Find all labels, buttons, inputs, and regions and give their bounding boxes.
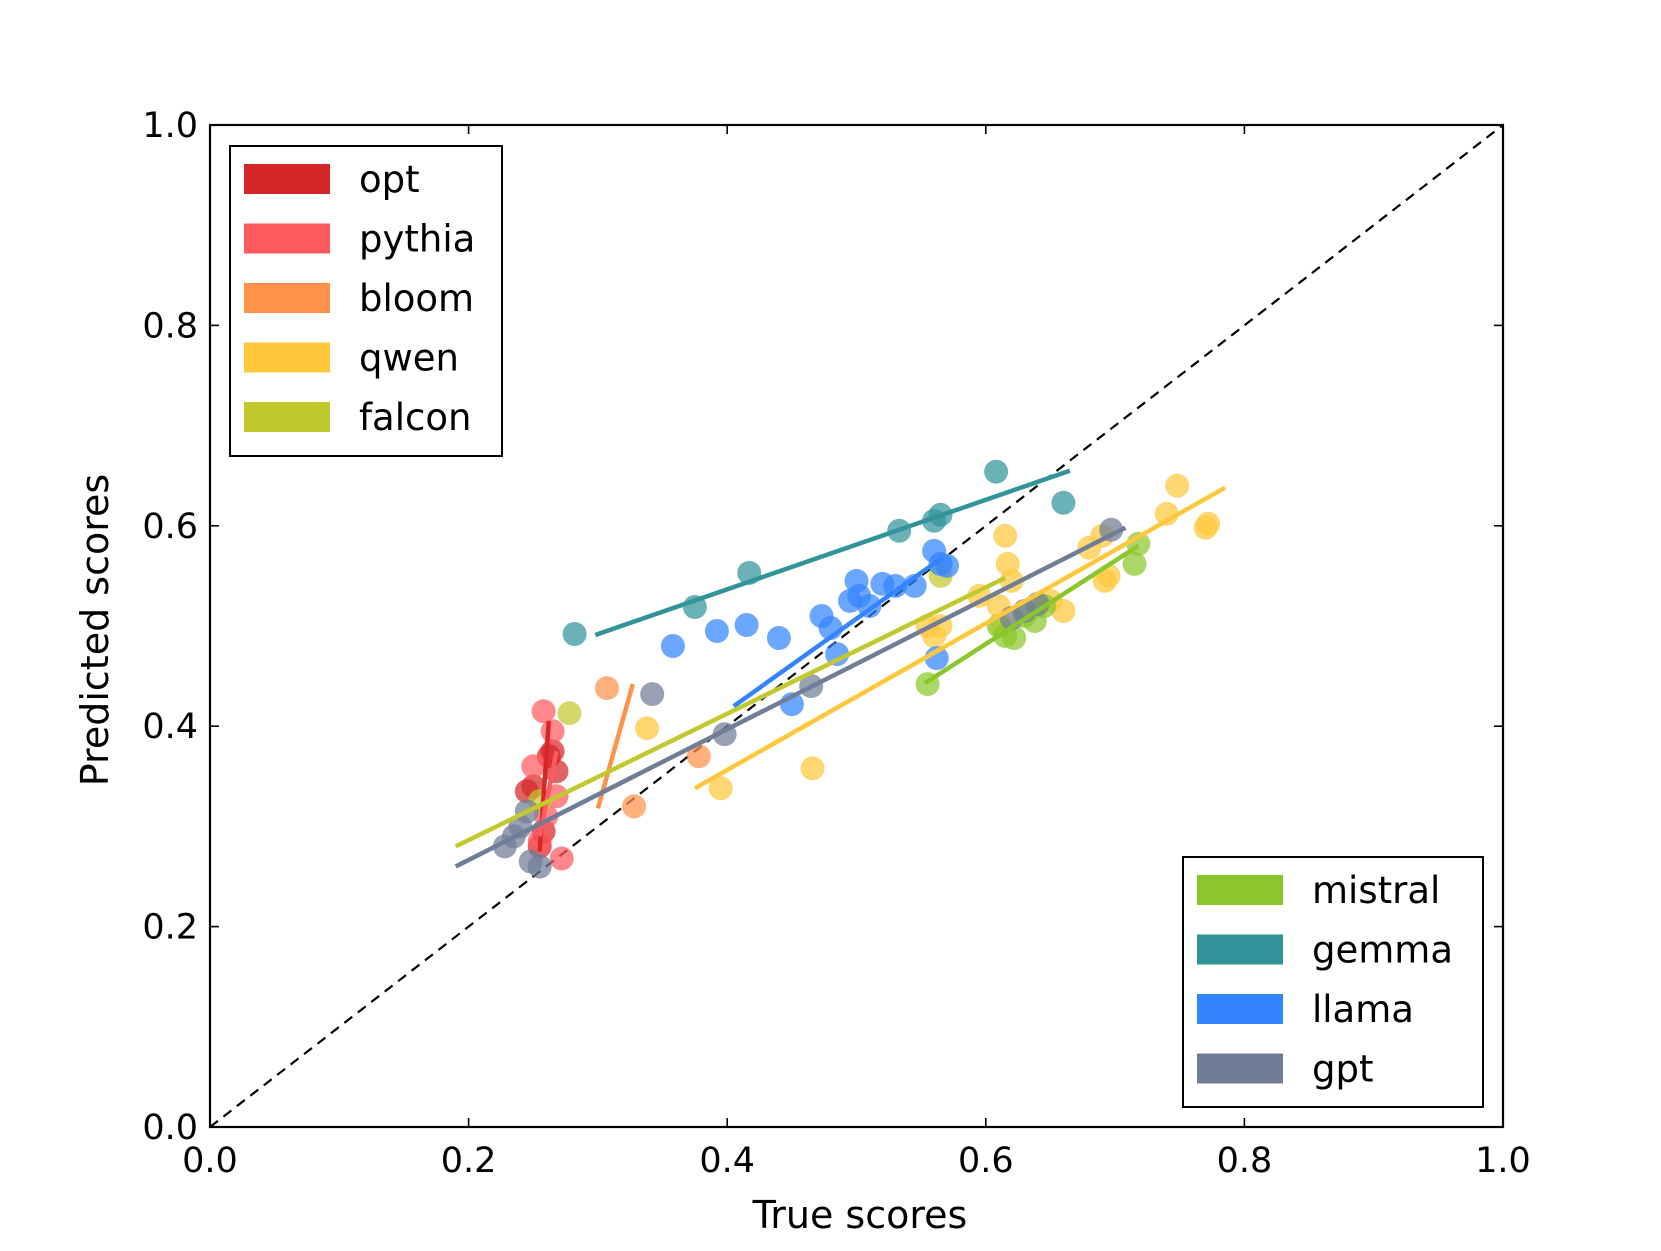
reference-line-diagonal	[210, 125, 1503, 1127]
fit-line-gpt	[454, 525, 1127, 869]
point-pythia-0	[531, 699, 556, 724]
y-tick-label-2: 0.4	[142, 707, 198, 747]
point-llama-7	[825, 642, 850, 667]
point-llama-3	[766, 626, 791, 650]
point-qwen-22	[1196, 511, 1221, 536]
fit-line-bloom	[595, 683, 635, 810]
x-axis-label: True scores	[752, 1193, 968, 1237]
legend-label-qwen: qwen	[359, 337, 459, 380]
y-tick-label-1: 0.2	[142, 908, 198, 948]
fit-line-mistral	[923, 543, 1140, 685]
legend-label-pythia: pythia	[359, 218, 475, 261]
legend-label-gemma: gemma	[1312, 929, 1453, 972]
point-pythia-1	[540, 719, 565, 744]
point-qwen-2	[800, 756, 825, 781]
legend-label-gpt: gpt	[1312, 1048, 1373, 1091]
legend-label-llama: llama	[1312, 988, 1414, 1031]
fit-line-llama	[732, 557, 942, 709]
legend-label-opt: opt	[359, 158, 420, 201]
y-tick-label-3: 0.6	[142, 507, 198, 547]
legend-label-bloom: bloom	[359, 277, 474, 320]
plot-area	[210, 125, 1503, 1127]
fit-line-falcon	[454, 575, 1007, 849]
series-bloom-points	[595, 676, 711, 819]
y-tick-label-4: 0.8	[142, 306, 198, 346]
y-tick-label-5: 1.0	[142, 106, 198, 146]
legend-swatch-bloom	[244, 283, 330, 313]
axes: 0.00.0 0.2 0.2 0.4 0.4 0.6 0.6 0.8 0.8 1.0 1.0	[142, 106, 1531, 1181]
point-gpt-5	[527, 854, 552, 879]
point-gemma-7	[1051, 490, 1076, 515]
point-falcon-0	[557, 701, 582, 726]
point-gemma-0	[562, 622, 587, 646]
point-bloom-2	[686, 744, 711, 769]
x-tick-label-2: 0.4	[699, 1141, 755, 1181]
point-qwen-0	[635, 716, 659, 741]
x-tick-label-4: 0.8	[1217, 1141, 1273, 1181]
fit-line-qwen	[693, 485, 1227, 791]
legend-upper-left: opt pythia bloom qwen falcon	[229, 145, 503, 457]
legend-swatch-gpt	[1197, 1053, 1283, 1084]
x-tick-label-1: 0.2	[441, 1141, 497, 1181]
x-tick-label-0: 0.0	[182, 1141, 238, 1181]
fit-line-gemma	[594, 468, 1071, 638]
point-qwen-14	[1051, 599, 1076, 623]
legend-swatch-qwen	[244, 342, 330, 373]
point-mistral-7	[1122, 551, 1147, 576]
legend-swatch-falcon	[244, 402, 330, 432]
y-tick-label-0: 0.0	[142, 1108, 198, 1148]
point-llama-2	[734, 613, 759, 637]
y-axis-label: Predicted scores	[73, 474, 117, 786]
point-qwen-20	[1165, 473, 1190, 498]
point-bloom-1	[622, 794, 647, 819]
point-qwen-1	[708, 776, 733, 801]
point-qwen-9	[993, 523, 1018, 548]
point-gemma-6	[984, 459, 1009, 484]
plot-content	[210, 125, 1503, 1127]
legends: opt pythia bloom qwen falcon mistral gemma llam…	[229, 145, 1484, 1108]
point-llama-0	[660, 634, 685, 658]
legend-lower-right: mistral gemma llama gpt	[1182, 856, 1484, 1108]
legend-label-mistral: mistral	[1312, 869, 1440, 912]
legend-swatch-opt	[244, 164, 330, 194]
legend-swatch-llama	[1197, 994, 1283, 1024]
legend-swatch-gemma	[1197, 934, 1283, 965]
point-llama-13	[883, 573, 908, 598]
point-pythia-6	[549, 846, 574, 871]
point-bloom-0	[595, 676, 619, 701]
x-tick-label-5: 1.0	[1475, 1141, 1531, 1181]
legend-label-falcon: falcon	[359, 396, 471, 439]
point-llama-1	[704, 619, 729, 643]
legend-swatch-pythia	[244, 223, 330, 254]
point-pythia-2	[521, 754, 546, 779]
plot-frame	[208, 123, 1505, 1129]
x-tick-label-3: 0.6	[958, 1141, 1014, 1181]
point-gpt-6	[640, 682, 665, 707]
legend-swatch-mistral	[1197, 875, 1283, 905]
